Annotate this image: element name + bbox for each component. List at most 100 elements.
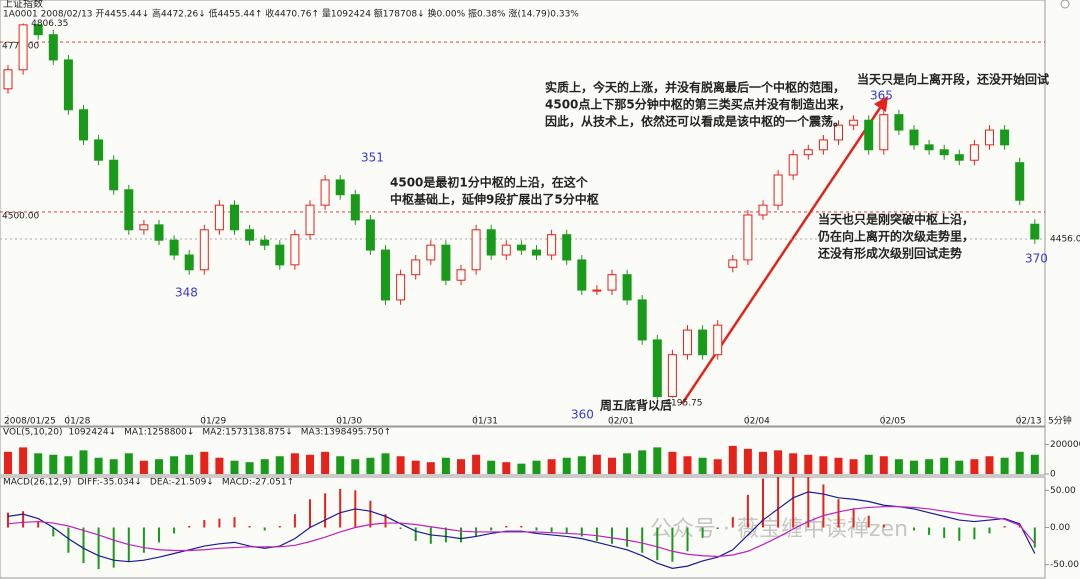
arrow-head (874, 96, 888, 112)
candle-body (169, 239, 179, 256)
candle-body (350, 194, 360, 221)
candle-body (909, 129, 919, 146)
candle-body (456, 269, 466, 281)
low-label: 4195.75 (665, 399, 702, 409)
candle-body (3, 69, 13, 90)
volume-panel (0, 426, 1046, 476)
candle-body (275, 244, 285, 266)
volume-bar (4, 451, 12, 474)
wave-label: 370 (1025, 252, 1048, 266)
candle-body (713, 324, 723, 356)
price-panel (0, 0, 1046, 427)
volume-bar (306, 454, 314, 474)
candle-body (864, 119, 874, 151)
wave-label: 365 (870, 89, 893, 103)
volume-bar (804, 454, 813, 474)
y-tick-label: 200000 (1050, 440, 1080, 450)
volume-bar (849, 459, 858, 474)
candle-body (305, 204, 315, 236)
candle-body (516, 244, 526, 251)
wave-label: 360 (571, 408, 594, 422)
candle-body (667, 354, 677, 398)
annotation: 当天只是向上离开段，还没开始回试 (857, 72, 1049, 87)
x-tick-label: 01/29 (200, 417, 226, 427)
candle-body (683, 329, 692, 356)
volume-bar (275, 456, 284, 474)
volume-bar (170, 456, 179, 474)
volume-bar (834, 457, 843, 474)
annotation: 还没有形成次级别回试走势 (817, 246, 962, 261)
candle-body (894, 114, 904, 131)
volume-bar (79, 450, 88, 474)
volume-bar (940, 457, 949, 474)
candle-body (1030, 223, 1040, 240)
candle-body (48, 34, 58, 61)
annotation: 4500是最初1分中枢的上沿，在这个 (390, 175, 589, 190)
volume-bar (743, 448, 752, 474)
volume-bar (336, 456, 345, 474)
volume-bar (19, 447, 28, 474)
volume-bar (487, 460, 496, 474)
y-tick-label: 0 (1050, 470, 1056, 480)
volume-bar (925, 459, 934, 474)
candle-body (728, 259, 738, 268)
x-tick-label: 02/05 (880, 417, 906, 427)
indicator: MA1:1258800↓ (124, 428, 194, 438)
candle-body (547, 234, 557, 256)
candle-body (803, 149, 813, 156)
volume-bar (592, 454, 601, 474)
candle-body (622, 274, 632, 301)
y-tick-label: 4500.00 (2, 211, 39, 221)
candle-body (411, 259, 421, 276)
candle-body (1015, 162, 1025, 201)
volume-bar (139, 460, 148, 474)
candle-body (607, 274, 617, 291)
volume-bar (532, 460, 541, 474)
indicator: DEA:-21.509↓ (150, 478, 214, 488)
wave-label: 351 (361, 151, 384, 165)
volume-bar (879, 456, 888, 474)
volume-bar (472, 454, 481, 474)
volume-bar (290, 453, 299, 474)
x-tick-label: 01/28 (64, 417, 90, 427)
candle-body (818, 139, 828, 151)
candle-body (426, 244, 436, 261)
candle-body (954, 154, 964, 161)
candle-body (834, 124, 843, 141)
settings-icon[interactable] (1060, 0, 1070, 9)
volume-bar (562, 457, 571, 474)
volume-bar (64, 456, 73, 474)
last-price-label: 4456.0 (1050, 235, 1080, 245)
volume-bar (49, 454, 58, 474)
volume-bar (94, 457, 103, 474)
volume-bar (124, 453, 133, 474)
candle-body (320, 179, 330, 206)
volume-bar (819, 456, 828, 474)
volume-bar (728, 445, 737, 474)
candle-body (154, 224, 164, 241)
candle-body (63, 59, 73, 111)
annotation: 周五底背以后 (600, 398, 672, 413)
indicator: MACD:-27.051↑ (222, 478, 294, 488)
period-label: 5分钟 (1048, 415, 1072, 427)
volume-bar (1030, 454, 1039, 474)
candle-body (33, 24, 43, 36)
candle-body (109, 159, 119, 191)
annotation: 4500点上下那5分钟中枢的第三类买点并没有制造出来， (545, 97, 851, 112)
annotation: 实质上，今天的上涨，并没有脱离最后一个中枢的范围， (545, 80, 845, 95)
candle-body (577, 259, 587, 291)
volume-bar (955, 460, 964, 474)
candle-body (124, 189, 134, 231)
volume-bar (970, 459, 979, 474)
chart-title: 上证指数 (3, 0, 43, 10)
annotation: 仍在向上离开的次级走势里， (817, 229, 974, 244)
volume-bar (638, 450, 647, 474)
volume-bar (457, 459, 465, 474)
candle-body (335, 179, 345, 196)
candle-body (985, 129, 994, 146)
volume-bar (547, 459, 556, 474)
candle-body (924, 144, 934, 151)
candle-body (396, 274, 406, 301)
candle-body (758, 204, 768, 216)
